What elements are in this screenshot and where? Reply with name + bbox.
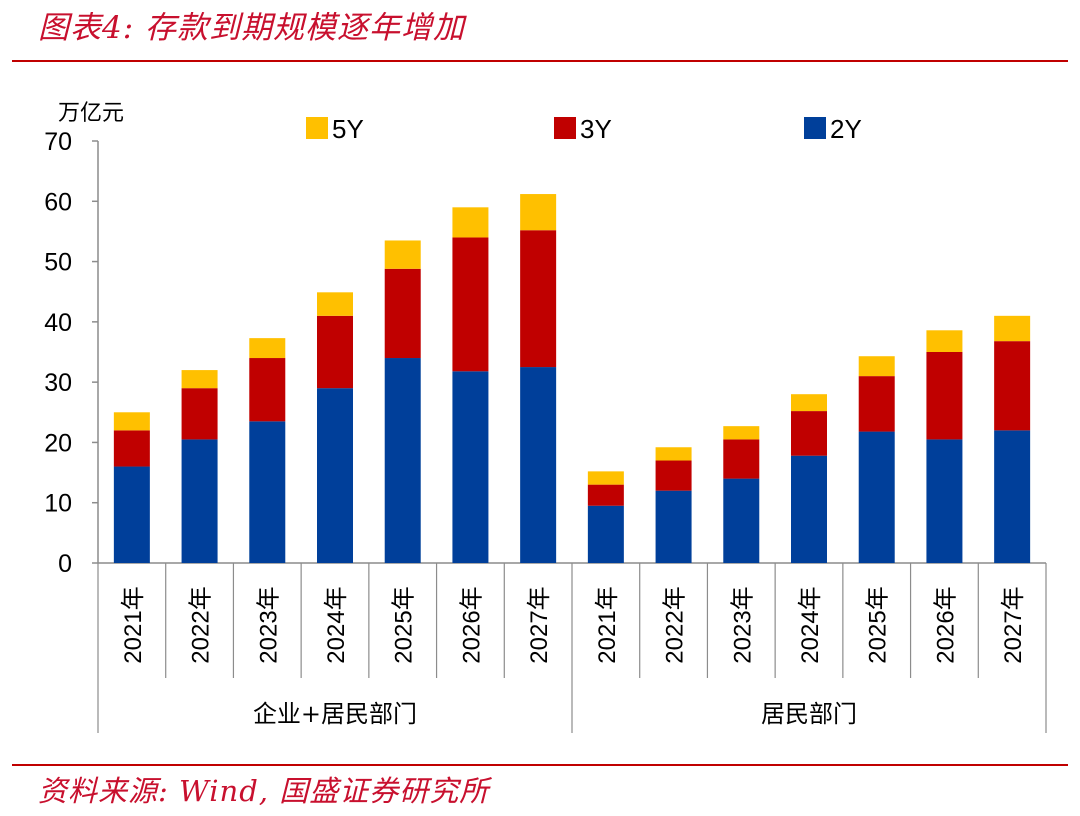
bar-segment-5y xyxy=(317,292,353,316)
bar-segment-2y xyxy=(452,371,489,563)
bar-segment-5y xyxy=(452,207,489,238)
x-tick-label: 2025年 xyxy=(865,586,892,663)
bar-segment-3y xyxy=(520,230,557,368)
x-tick-label: 2027年 xyxy=(1000,586,1027,663)
y-tick-label: 50 xyxy=(44,249,72,277)
bar-segment-2y xyxy=(249,421,286,563)
legend-swatch-5y xyxy=(306,117,328,139)
bar-segment-2y xyxy=(317,388,353,563)
x-tick-label: 2021年 xyxy=(594,586,621,663)
x-tick-label: 2027年 xyxy=(526,586,553,663)
bar-segment-5y xyxy=(858,356,895,377)
y-tick-label: 30 xyxy=(44,369,72,397)
x-tick-label: 2025年 xyxy=(391,586,418,663)
bar-segment-3y xyxy=(113,430,150,467)
bar-segment-5y xyxy=(655,447,692,461)
y-tick-label: 40 xyxy=(44,309,72,337)
bar-segment-3y xyxy=(317,315,353,389)
bar-segment-3y xyxy=(181,388,218,440)
bar-segment-5y xyxy=(926,330,963,352)
bar-segment-2y xyxy=(587,505,624,563)
bar-segment-2y xyxy=(926,439,963,563)
y-tick-label: 70 xyxy=(44,128,72,156)
bar-segment-2y xyxy=(791,455,827,563)
bar-segment-5y xyxy=(723,426,760,440)
bar-segment-2y xyxy=(655,490,692,563)
bar-segment-3y xyxy=(723,439,760,479)
bar-segment-5y xyxy=(181,370,218,389)
y-unit-label: 万亿元 xyxy=(58,101,124,126)
x-tick-label: 2022年 xyxy=(188,586,215,663)
bar-segment-2y xyxy=(723,478,760,563)
x-tick-label: 2026年 xyxy=(932,586,959,663)
bar-segment-5y xyxy=(113,412,150,431)
bar-segment-5y xyxy=(587,471,624,485)
source-note: 资料来源: Wind, 国盛证券研究所 xyxy=(38,774,490,808)
y-tick-label: 0 xyxy=(58,550,72,578)
bar-segment-5y xyxy=(384,240,421,269)
bar-segment-5y xyxy=(520,194,557,231)
bar-segment-2y xyxy=(181,439,218,563)
bar-segment-3y xyxy=(791,411,827,456)
legend-label-5y: 5Y xyxy=(332,114,364,144)
x-group-label: 企业+居民部门 xyxy=(253,700,417,728)
x-tick-label: 2022年 xyxy=(662,586,689,663)
y-tick-label: 20 xyxy=(44,429,72,457)
bar-segment-2y xyxy=(994,430,1031,563)
x-tick-label: 2021年 xyxy=(120,586,147,663)
bar-segment-3y xyxy=(858,376,895,432)
bar-segment-5y xyxy=(249,338,286,359)
x-tick-label: 2024年 xyxy=(323,586,350,663)
bar-segment-3y xyxy=(926,352,963,440)
bar-segment-2y xyxy=(520,367,557,563)
bar-segment-5y xyxy=(791,394,827,412)
x-tick-label: 2026年 xyxy=(458,586,485,663)
x-tick-label: 2023年 xyxy=(255,586,282,663)
bar-segment-2y xyxy=(113,466,150,563)
bar-segment-3y xyxy=(384,268,421,359)
x-group-label: 居民部门 xyxy=(761,700,857,728)
x-tick-label: 2024年 xyxy=(797,586,824,663)
bar-segment-3y xyxy=(994,341,1031,431)
bar-segment-2y xyxy=(384,358,421,563)
bar-segment-5y xyxy=(994,315,1031,342)
bar-segment-3y xyxy=(655,460,692,491)
y-tick-label: 10 xyxy=(44,490,72,518)
bar-segment-3y xyxy=(452,237,489,372)
x-tick-label: 2023年 xyxy=(729,586,756,663)
bar-segment-3y xyxy=(587,484,624,506)
bar-segment-3y xyxy=(249,358,286,422)
y-tick-label: 60 xyxy=(44,188,72,216)
legend-swatch-3y xyxy=(554,117,576,139)
legend-label-3y: 3Y xyxy=(580,114,612,144)
page-title: 图表4: 存款到期规模逐年增加 xyxy=(38,10,466,46)
legend-swatch-2y xyxy=(804,117,826,139)
bar-segment-2y xyxy=(858,431,895,563)
legend-label-2y: 2Y xyxy=(830,114,862,144)
